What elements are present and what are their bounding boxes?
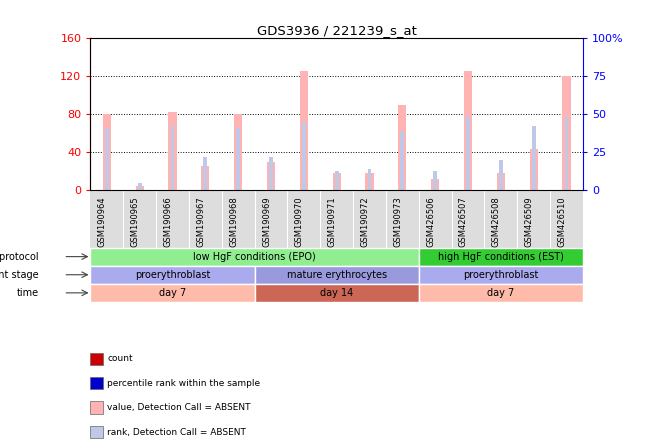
Bar bbox=[496, 173, 505, 190]
Bar bbox=[529, 149, 538, 190]
Bar bbox=[234, 114, 243, 190]
Bar bbox=[419, 284, 583, 302]
Text: growth protocol: growth protocol bbox=[0, 252, 39, 262]
Text: GSM426510: GSM426510 bbox=[557, 196, 567, 247]
Text: GSM190968: GSM190968 bbox=[229, 196, 239, 247]
Bar bbox=[431, 179, 440, 190]
Text: proerythroblast: proerythroblast bbox=[135, 270, 210, 280]
Bar bbox=[499, 160, 502, 190]
Bar bbox=[138, 182, 141, 190]
Bar bbox=[464, 71, 472, 190]
Bar bbox=[419, 248, 583, 266]
Bar bbox=[135, 186, 144, 190]
Text: GSM190967: GSM190967 bbox=[196, 196, 206, 247]
Bar bbox=[532, 127, 535, 190]
Bar bbox=[368, 169, 371, 190]
Bar bbox=[299, 71, 308, 190]
Bar bbox=[302, 122, 306, 190]
Bar bbox=[204, 157, 207, 190]
Text: day 14: day 14 bbox=[320, 288, 353, 298]
Bar bbox=[90, 248, 419, 266]
Bar bbox=[335, 171, 338, 190]
Text: GSM426508: GSM426508 bbox=[492, 196, 500, 247]
Bar bbox=[398, 104, 407, 190]
Bar bbox=[255, 266, 419, 284]
Text: GSM190972: GSM190972 bbox=[360, 196, 370, 247]
Bar bbox=[565, 116, 568, 190]
Text: value, Detection Call = ABSENT: value, Detection Call = ABSENT bbox=[107, 403, 251, 412]
Text: GSM190964: GSM190964 bbox=[98, 196, 107, 247]
Bar bbox=[365, 173, 374, 190]
Bar bbox=[332, 173, 341, 190]
Text: mature erythrocytes: mature erythrocytes bbox=[287, 270, 387, 280]
Bar bbox=[171, 126, 174, 190]
Text: day 7: day 7 bbox=[159, 288, 186, 298]
Bar bbox=[401, 131, 404, 190]
Text: GSM190969: GSM190969 bbox=[262, 196, 271, 247]
Bar bbox=[237, 128, 240, 190]
Text: GSM190971: GSM190971 bbox=[328, 196, 337, 247]
Bar bbox=[168, 112, 177, 190]
Bar bbox=[466, 116, 470, 190]
Text: high HgF conditions (EST): high HgF conditions (EST) bbox=[438, 252, 563, 262]
Title: GDS3936 / 221239_s_at: GDS3936 / 221239_s_at bbox=[257, 24, 417, 36]
Text: count: count bbox=[107, 354, 133, 363]
Bar bbox=[90, 266, 255, 284]
Bar bbox=[562, 76, 571, 190]
Text: percentile rank within the sample: percentile rank within the sample bbox=[107, 379, 261, 388]
Text: GSM426509: GSM426509 bbox=[525, 196, 533, 247]
Bar bbox=[433, 171, 437, 190]
Bar bbox=[90, 284, 255, 302]
Text: proerythroblast: proerythroblast bbox=[463, 270, 539, 280]
Bar bbox=[105, 128, 109, 190]
Text: GSM190973: GSM190973 bbox=[393, 196, 402, 247]
Text: development stage: development stage bbox=[0, 270, 39, 280]
Bar bbox=[419, 266, 583, 284]
Text: GSM190970: GSM190970 bbox=[295, 196, 304, 247]
Text: rank, Detection Call = ABSENT: rank, Detection Call = ABSENT bbox=[107, 428, 246, 436]
Text: low HgF conditions (EPO): low HgF conditions (EPO) bbox=[193, 252, 316, 262]
Bar bbox=[269, 157, 273, 190]
Bar bbox=[255, 284, 419, 302]
Bar bbox=[267, 162, 275, 190]
Text: day 7: day 7 bbox=[487, 288, 515, 298]
Text: GSM426506: GSM426506 bbox=[426, 196, 436, 247]
Text: time: time bbox=[17, 288, 39, 298]
Bar bbox=[201, 166, 210, 190]
Bar bbox=[103, 114, 111, 190]
Text: GSM426507: GSM426507 bbox=[459, 196, 468, 247]
Text: GSM190965: GSM190965 bbox=[131, 196, 139, 247]
Text: GSM190966: GSM190966 bbox=[163, 196, 173, 247]
